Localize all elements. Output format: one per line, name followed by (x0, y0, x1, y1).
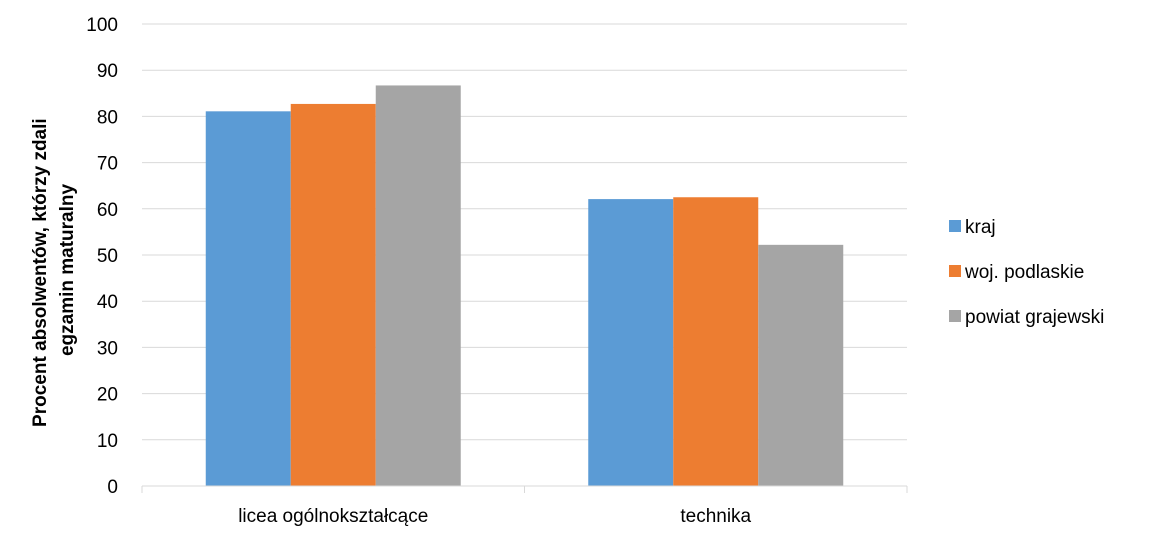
legend-label: woj. podlaskie (964, 262, 1084, 283)
y-tick-label: 30 (97, 338, 118, 359)
x-category-labels: licea ogólnokształcące technika (238, 506, 751, 527)
y-tick-label: 70 (97, 154, 118, 175)
bar-powiat-grajewski-2 (758, 244, 844, 486)
bar-kraj-2 (588, 199, 674, 486)
y-tick-label: 0 (107, 477, 118, 498)
y-tick-label: 40 (97, 292, 118, 313)
y-tick-label: 50 (97, 246, 118, 267)
axes (141, 485, 908, 493)
x-category-label: licea ogólnokształcące (238, 506, 428, 527)
y-tick-label: 20 (97, 385, 118, 406)
y-tick-label: 10 (97, 431, 118, 452)
x-category-label: technika (680, 506, 751, 527)
bar-powiat-grajewski-1 (375, 85, 461, 487)
legend-swatch (949, 220, 961, 232)
legend-label: powiat grajewski (965, 307, 1104, 328)
bar-woj-podlaskie-2 (673, 197, 759, 486)
legend-swatch (949, 310, 961, 322)
y-tick-label: 100 (86, 15, 118, 36)
y-tick-label: 60 (97, 200, 118, 221)
bar-woj-podlaskie-1 (290, 103, 376, 487)
y-tick-label: 80 (97, 107, 118, 128)
legend-label: kraj (965, 217, 996, 238)
legend: kraj woj. podlaskie powiat grajewski (949, 217, 1104, 328)
y-axis-title: Procent absolwentów, którzy zdali egzami… (30, 113, 78, 427)
y-axis-title-line-1: Procent absolwentów, którzy zdali (30, 118, 51, 427)
legend-swatch (949, 265, 961, 277)
y-tick-labels: 0 10 20 30 40 50 60 70 80 90 100 (86, 15, 118, 498)
y-axis-title-line-2: egzamin maturalny (57, 184, 78, 357)
bars (205, 85, 844, 487)
y-tick-label: 90 (97, 61, 118, 82)
bar-kraj-1 (205, 111, 291, 487)
